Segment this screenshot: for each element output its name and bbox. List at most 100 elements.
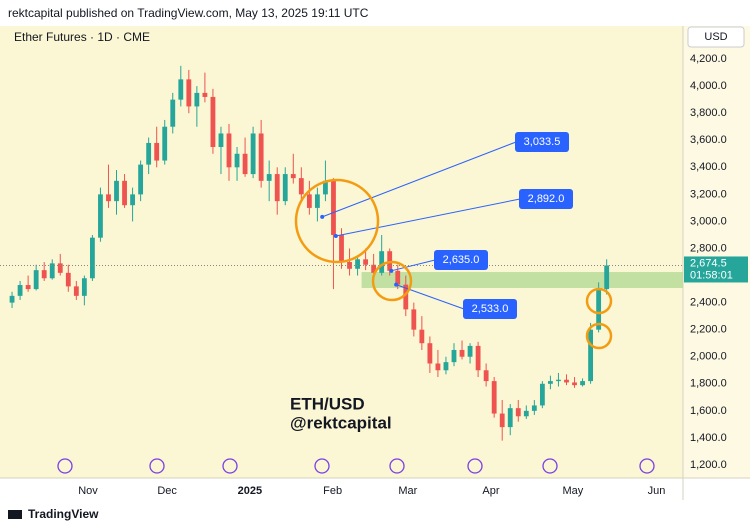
y-tick-label: 1,400.0 <box>690 432 727 444</box>
event-icon[interactable] <box>314 458 330 474</box>
candle-body <box>548 381 553 384</box>
candle-body <box>371 264 377 273</box>
candle-body <box>467 345 473 357</box>
candle-body <box>154 142 160 161</box>
x-tick-label: Apr <box>482 485 499 497</box>
callout-box <box>515 132 569 152</box>
y-tick-label: 2,400.0 <box>690 297 727 309</box>
candle-body <box>274 174 280 202</box>
candle-body <box>443 362 449 371</box>
callout-point <box>333 234 338 239</box>
last-price-label: 2,674.5 <box>690 257 727 269</box>
candle-body <box>347 262 352 269</box>
candle-body <box>122 180 127 206</box>
y-tick-label: 3,200.0 <box>690 188 727 200</box>
event-icon[interactable] <box>467 458 483 474</box>
highlight-circle <box>585 322 613 350</box>
currency[interactable]: USD <box>704 31 727 43</box>
candle-body <box>419 329 425 344</box>
y-tick-label: 2,800.0 <box>690 242 727 254</box>
candle-body <box>98 194 103 238</box>
candle-body <box>556 379 561 382</box>
currency-box[interactable] <box>687 26 745 48</box>
candle-body <box>194 92 200 107</box>
candle-body <box>483 370 489 382</box>
y-tick-label: 1,800.0 <box>690 378 727 390</box>
candle-body <box>9 295 15 303</box>
callout-box <box>519 189 573 209</box>
event-icon[interactable] <box>149 458 165 474</box>
candle-body <box>499 413 505 428</box>
candle-body <box>331 180 336 235</box>
plot-layer: 3,033.5 2,892.0 2,635.0 2,533.0 <box>0 65 683 441</box>
candle-body <box>515 408 521 417</box>
event-icon[interactable] <box>542 458 558 474</box>
callout-box <box>434 250 488 270</box>
y-tick-label: 4,000.0 <box>690 80 727 92</box>
y-tick-label: 3,600.0 <box>690 134 727 146</box>
candle-body <box>89 237 95 279</box>
y-tick-label: 3,800.0 <box>690 107 727 119</box>
candle-body <box>475 345 481 371</box>
event-icon[interactable] <box>57 458 73 474</box>
candle-body <box>234 153 240 168</box>
watermark-author: @rektcapital <box>290 413 392 432</box>
candle-body <box>242 153 248 175</box>
candle-body <box>146 142 152 165</box>
y-tick-label: 1,600.0 <box>690 405 727 417</box>
x-tick-label: Mar <box>398 485 417 497</box>
event-icons <box>57 458 655 474</box>
candle-body <box>314 194 320 208</box>
event-icon[interactable] <box>389 458 405 474</box>
candle-body <box>459 349 465 357</box>
candle-body <box>210 96 216 148</box>
candle-body <box>162 126 168 161</box>
candle-body <box>588 329 594 382</box>
y-tick-label: 2,000.0 <box>690 351 727 363</box>
y-tick-label: 3,000.0 <box>690 215 727 227</box>
y-tick-label: 2,200.0 <box>690 324 727 336</box>
candle-body <box>282 174 288 202</box>
callout-point <box>394 282 399 287</box>
y-tick-label: 3,400.0 <box>690 161 727 173</box>
symbol-info: Ether Futures · 1D · CME <box>14 30 150 44</box>
logo: TradingView <box>8 507 99 521</box>
candle-body <box>427 343 433 364</box>
candle-body <box>564 379 569 383</box>
candle-body <box>266 174 272 181</box>
callout-label: 2,635.0 <box>443 254 480 266</box>
callout-line <box>391 259 436 272</box>
candle-body <box>250 133 256 175</box>
event-icon[interactable] <box>222 458 238 474</box>
candle-body <box>130 194 135 206</box>
candle-body <box>49 263 55 279</box>
x-tick-label: Nov <box>78 485 98 497</box>
candle-body <box>218 133 224 148</box>
support-zone <box>361 272 683 289</box>
candle-body <box>339 234 344 263</box>
candle-body <box>596 289 602 330</box>
watermark-pair: ETH/USD <box>290 394 365 413</box>
callout-box <box>463 299 517 319</box>
x-tick-label: Dec <box>157 485 177 497</box>
candle-body <box>170 99 176 127</box>
callout-label: 3,033.5 <box>524 136 561 148</box>
price-axis-bg <box>683 26 750 478</box>
candle-body <box>65 272 71 287</box>
logo-mark <box>8 510 22 519</box>
candle-body <box>114 180 119 202</box>
candle-body <box>403 284 409 310</box>
candle-body <box>81 278 87 296</box>
candle-body <box>435 363 441 371</box>
callout-line <box>395 284 465 310</box>
candle-body <box>290 174 296 179</box>
candle-body <box>57 263 63 273</box>
candle-body <box>531 405 537 411</box>
candle-body <box>186 79 192 107</box>
candle-body <box>411 309 417 330</box>
callout-point <box>320 214 325 219</box>
event-icon[interactable] <box>639 458 655 474</box>
candle-body <box>33 270 39 290</box>
candle-body <box>41 270 47 279</box>
